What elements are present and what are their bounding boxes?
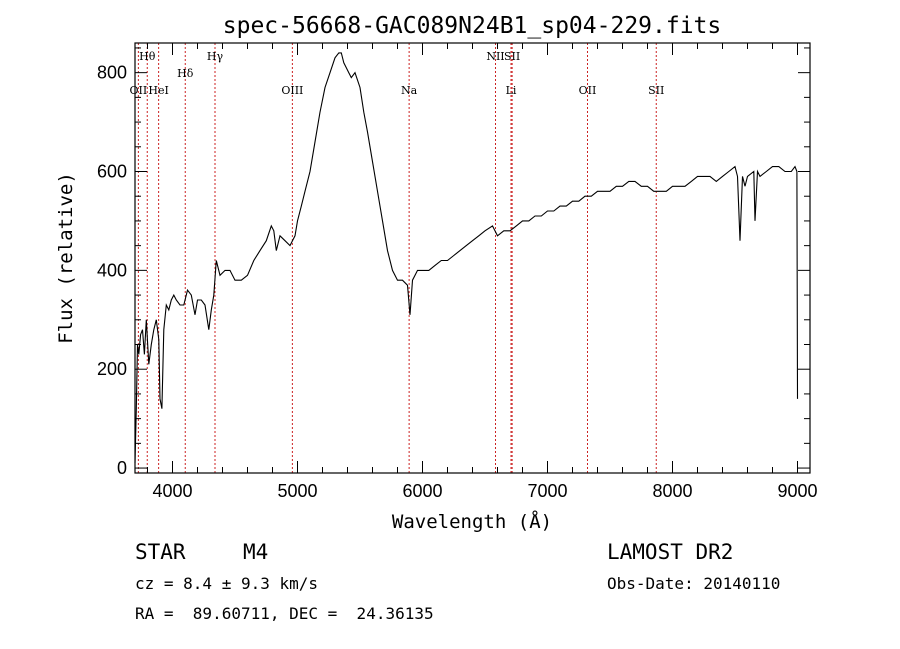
spectrum-line-layer — [134, 52, 799, 464]
line-label-3: Hδ — [177, 67, 194, 80]
spectral-subclass: M4 — [243, 540, 269, 564]
line-label-1: OII — [130, 84, 148, 97]
line-label-2: HeI — [148, 84, 168, 97]
x-tick-label-6000: 6000 — [402, 481, 442, 501]
line-label-0: Hθ — [139, 50, 156, 63]
x-axis-label: Wavelength (Å) — [392, 510, 552, 533]
chart-title: spec-56668-GAC089N24B1_sp04-229.fits — [223, 13, 722, 39]
y-axis-label: Flux (relative) — [55, 172, 77, 344]
x-tick-label-5000: 5000 — [277, 481, 317, 501]
redshift-cz: cz = 8.4 ± 9.3 km/s — [135, 574, 319, 593]
coordinates: RA = 89.60711, DEC = 24.36135 — [135, 604, 434, 623]
axis-ticks: 4000 5000 6000 7000 8000 9000 0 200 400 600 800 — [97, 43, 818, 501]
line-label-9: Li — [506, 84, 517, 97]
line-label-7: NII — [486, 50, 504, 63]
x-tick-label-4000: 4000 — [152, 481, 192, 501]
plot-frame — [134, 42, 811, 474]
y-tick-label-0: 0 — [117, 458, 127, 478]
y-tick-label-200: 200 — [97, 359, 127, 379]
line-label-6: Na — [401, 84, 418, 97]
obs-date: Obs-Date: 20140110 — [607, 574, 781, 593]
survey-name: LAMOST DR2 — [607, 540, 734, 564]
x-tick-label-7000: 7000 — [527, 481, 567, 501]
line-label-10: OII — [579, 84, 597, 97]
line-label-11: SII — [648, 84, 664, 97]
spectrum-line — [134, 52, 799, 464]
y-tick-label-600: 600 — [97, 162, 127, 182]
line-label-5: OIII — [281, 84, 303, 97]
y-tick-label-400: 400 — [97, 260, 127, 280]
line-label-4: Hγ — [207, 50, 224, 63]
line-label-8: SII — [504, 50, 520, 63]
x-tick-label-8000: 8000 — [652, 481, 692, 501]
object-class: STAR — [135, 540, 186, 564]
y-tick-label-800: 800 — [97, 63, 127, 83]
x-tick-label-9000: 9000 — [777, 481, 817, 501]
